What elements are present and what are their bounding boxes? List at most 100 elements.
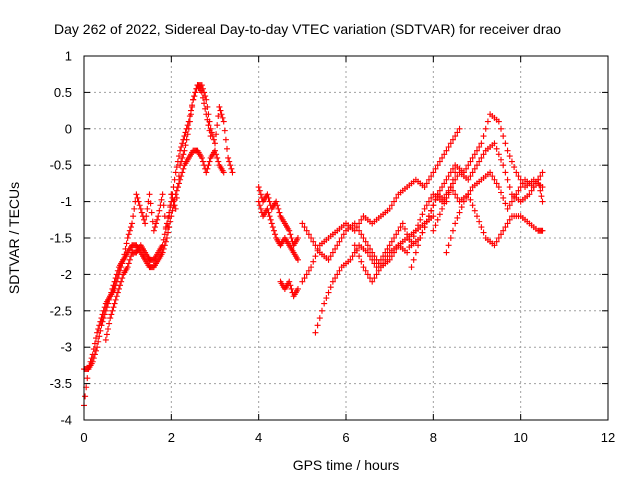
data-point [399, 220, 406, 227]
data-point [491, 242, 498, 249]
y-tick-label: -2 [60, 267, 72, 282]
data-point [142, 220, 149, 227]
data-point [456, 125, 463, 132]
data-point [117, 282, 124, 289]
data-point [102, 336, 109, 343]
y-tick-label: -1.5 [50, 231, 72, 246]
data-point [500, 133, 507, 140]
data-point [106, 320, 113, 327]
data-point [391, 235, 398, 241]
data-point [539, 198, 546, 205]
data-point [110, 304, 117, 311]
data-point [220, 118, 227, 125]
data-point [484, 118, 491, 125]
data-point [412, 227, 419, 234]
data-point [179, 140, 186, 147]
data-point [314, 245, 321, 252]
data-point [134, 194, 141, 201]
data-point [169, 191, 176, 198]
data-point [144, 205, 151, 212]
data-point [419, 229, 426, 236]
data-point [421, 205, 428, 212]
data-point [94, 344, 101, 351]
data-point [168, 213, 175, 220]
data-point [110, 282, 117, 289]
data-point [191, 93, 198, 100]
data-point [270, 227, 277, 234]
data-point [439, 205, 446, 212]
data-point [369, 278, 376, 285]
data-point [269, 224, 276, 231]
data-point [367, 245, 374, 252]
data-point [215, 158, 222, 165]
data-point [530, 184, 537, 191]
data-point [177, 176, 184, 183]
data-point [172, 169, 179, 176]
data-point [401, 225, 408, 232]
data-point [332, 245, 339, 252]
data-point [334, 242, 341, 249]
data-point [532, 180, 539, 187]
x-tick-label: 2 [168, 430, 175, 445]
data-point [504, 176, 511, 183]
data-point [214, 122, 221, 129]
data-point [167, 204, 174, 211]
data-point [94, 329, 101, 336]
data-point [388, 238, 395, 245]
data-point [91, 340, 98, 347]
data-point [206, 127, 213, 134]
y-tick-label: 0 [65, 121, 72, 136]
data-point [165, 214, 172, 221]
data-point [274, 202, 281, 209]
data-point [115, 285, 122, 292]
data-point [105, 326, 112, 332]
data-point [336, 238, 343, 245]
data-point [220, 169, 227, 176]
data-point [225, 154, 232, 161]
data-point [445, 189, 452, 196]
series-track-f [277, 278, 301, 300]
data-point [111, 278, 118, 285]
data-point [133, 191, 140, 198]
data-point [526, 191, 533, 198]
data-point [493, 145, 500, 152]
data-point [89, 358, 96, 365]
data-point [184, 122, 191, 129]
data-point [213, 131, 220, 138]
data-point [502, 169, 509, 176]
data-point [351, 242, 358, 249]
data-point [135, 198, 142, 205]
data-point [471, 207, 478, 214]
data-point [393, 231, 400, 238]
data-point [286, 227, 293, 234]
y-tick-label: -1 [60, 194, 72, 209]
data-point [358, 258, 365, 265]
data-point [504, 220, 511, 227]
data-point [103, 304, 110, 311]
data-point [454, 173, 461, 180]
data-point [467, 158, 474, 165]
y-tick-label: -4 [60, 413, 72, 428]
data-point [325, 256, 332, 263]
data-point [266, 198, 273, 205]
data-point [445, 242, 452, 249]
data-point [539, 227, 546, 234]
data-point [321, 300, 328, 307]
data-point [476, 144, 483, 150]
data-point [347, 256, 354, 263]
data-point [171, 176, 178, 183]
data-point [108, 311, 115, 318]
data-point [305, 267, 312, 274]
data-point [425, 213, 432, 220]
data-point [386, 205, 393, 212]
data-point [535, 176, 542, 183]
data-point [430, 227, 437, 234]
data-point [125, 260, 132, 267]
data-point [382, 256, 389, 263]
data-point [513, 169, 520, 176]
data-point [154, 216, 161, 223]
data-point [199, 94, 206, 101]
data-point [169, 207, 176, 214]
data-point [226, 158, 233, 165]
